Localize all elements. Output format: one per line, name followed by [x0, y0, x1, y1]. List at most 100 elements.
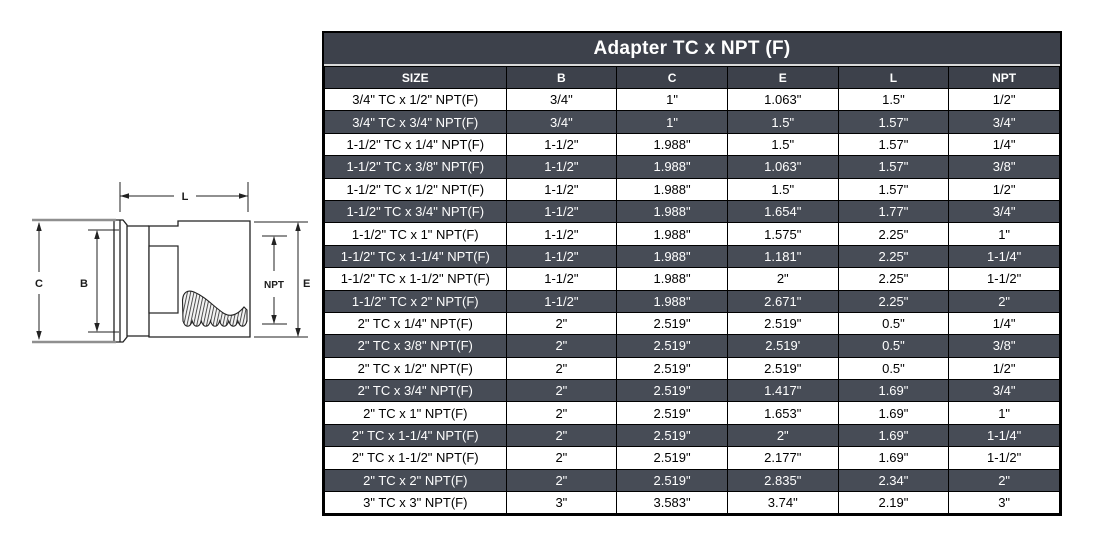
table-cell: 1.653" — [726, 401, 839, 425]
table-cell: 1.988" — [616, 244, 728, 269]
table-cell: 2" — [505, 446, 618, 470]
dim-label-NPT: NPT — [264, 280, 284, 291]
table-cell: 1.988" — [616, 199, 728, 224]
spec-table: SIZE B C E L NPT 3/4" TC x 1/2" NPT(F) 3/4" 1" 1… — [324, 66, 1060, 515]
column-header: C — [616, 66, 728, 89]
table-row: 1-1/2" TC x 1" NPT(F) 1-1/2" 1.988" 1.575" 2… — [324, 222, 1060, 246]
table-cell: 2" TC x 1/2" NPT(F) — [324, 356, 507, 381]
table-row: 2" TC x 1/4" NPT(F) 2" 2.519" 2.519" 0.5" 1/4… — [324, 311, 1060, 336]
table-cell: 1.57" — [837, 110, 950, 134]
table-cell: 2.25" — [837, 289, 950, 313]
table-cell: 2" TC x 3/4" NPT(F) — [324, 379, 507, 403]
table-cell: 2.34" — [837, 468, 950, 493]
column-header: L — [837, 66, 950, 89]
table-cell: 1" — [616, 87, 728, 112]
table-row: 2" TC x 1/2" NPT(F) 2" 2.519" 2.519" 0.5" 1/2… — [324, 356, 1060, 381]
table-cell: 1/2" — [948, 356, 1060, 381]
adapter-cross-section-drawing: L C B NPT — [32, 182, 310, 344]
table-cell: 2.671" — [726, 289, 839, 313]
table-row: 3/4" TC x 3/4" NPT(F) 3/4" 1" 1.5" 1.57" 3/4" — [324, 110, 1060, 134]
table-cell: 3/4" — [948, 110, 1060, 134]
column-header: B — [505, 66, 618, 89]
table-row: 1-1/2" TC x 1-1/2" NPT(F) 1-1/2" 1.988" 2" 2… — [324, 267, 1060, 291]
dim-label-C: C — [35, 278, 43, 290]
table-cell: 1" — [948, 222, 1060, 246]
table-cell: 1.988" — [616, 177, 728, 201]
table-row: 2" TC x 2" NPT(F) 2" 2.519" 2.835" 2.34" 2" — [324, 468, 1060, 493]
table-cell: 1.988" — [616, 132, 728, 157]
table-cell: 1-1/2" — [505, 155, 618, 179]
neck-lines — [127, 225, 149, 337]
table-cell: 3/4" TC x 3/4" NPT(F) — [324, 110, 507, 134]
table-cell: 1/2" — [948, 87, 1060, 112]
table-cell: 2.519" — [616, 423, 728, 448]
table-cell: 2" — [505, 334, 618, 358]
table-cell: 1-1/2" TC x 1-1/4" NPT(F) — [324, 244, 507, 269]
table-cell: 1.69" — [837, 379, 950, 403]
table-cell: 1.69" — [837, 446, 950, 470]
table-cell: 3/4" — [505, 110, 618, 134]
table-cell: 2" — [505, 401, 618, 425]
table-cell: 3/8" — [948, 155, 1060, 179]
table-cell: 1-1/2" TC x 3/4" NPT(F) — [324, 199, 507, 224]
dim-label-B: B — [80, 278, 88, 290]
table-cell: 1-1/2" — [505, 244, 618, 269]
table-cell: 1.063" — [726, 155, 839, 179]
table-cell: 3/4" — [948, 379, 1060, 403]
table-cell: 1-1/2" TC x 3/8" NPT(F) — [324, 155, 507, 179]
table-cell: 3" — [948, 491, 1060, 515]
table-cell: 3/4" — [948, 199, 1060, 224]
table-cell: 2.835" — [726, 468, 839, 493]
table-row: 1-1/2" TC x 3/8" NPT(F) 1-1/2" 1.988" 1.063… — [324, 155, 1060, 179]
table-cell: 1.988" — [616, 155, 728, 179]
table-cell: 1-1/2" TC x 1-1/2" NPT(F) — [324, 267, 507, 291]
socket-bore — [148, 245, 179, 314]
table-cell: 2.519" — [616, 446, 728, 470]
table-cell: 1.575" — [726, 222, 839, 246]
technical-drawing: L C B NPT — [10, 168, 320, 363]
table-cell: 2" TC x 1" NPT(F) — [324, 401, 507, 425]
table-cell: 1" — [948, 401, 1060, 425]
table-cell: 1-1/2" — [505, 289, 618, 313]
table-cell: 3" TC x 3" NPT(F) — [324, 491, 507, 515]
table-cell: 1-1/2" — [505, 199, 618, 224]
table-cell: 1.69" — [837, 423, 950, 448]
table-cell: 1.5" — [726, 110, 839, 134]
table-cell: 2.19" — [837, 491, 950, 515]
table-cell: 1/4" — [948, 311, 1060, 336]
table-cell: 1.57" — [837, 177, 950, 201]
table-cell: 2.519" — [726, 311, 839, 336]
table-cell: 1-1/4" — [948, 244, 1060, 269]
table-cell: 1.063" — [726, 87, 839, 112]
column-header: NPT — [948, 66, 1060, 89]
table-cell: 2.25" — [837, 267, 950, 291]
table-row: 2" TC x 3/4" NPT(F) 2" 2.519" 1.417" 1.69" 3/… — [324, 379, 1060, 403]
table-row: 2" TC x 3/8" NPT(F) 2" 2.519" 2.519' 0.5" 3/8… — [324, 334, 1060, 358]
table-cell: 2" — [948, 289, 1060, 313]
table-header-row: SIZE B C E L NPT — [324, 66, 1060, 89]
table-cell: 2" — [726, 423, 839, 448]
table-row: 2" TC x 1-1/4" NPT(F) 2" 2.519" 2" 1.69" 1-1/… — [324, 423, 1060, 448]
table-cell: 2" TC x 1-1/4" NPT(F) — [324, 423, 507, 448]
table-row: 2" TC x 1" NPT(F) 2" 2.519" 1.653" 1.69" 1" — [324, 401, 1060, 425]
table-cell: 1-1/4" — [948, 423, 1060, 448]
table-cell: 0.5" — [837, 311, 950, 336]
table-cell: 1.57" — [837, 132, 950, 157]
table-cell: 1-1/2" — [948, 446, 1060, 470]
table-cell: 3" — [505, 491, 618, 515]
table-cell: 1/4" — [948, 132, 1060, 157]
table-cell: 2" TC x 1/4" NPT(F) — [324, 311, 507, 336]
table-cell: 1-1/2" — [505, 132, 618, 157]
table-title: Adapter TC x NPT (F) — [324, 33, 1060, 66]
table-cell: 2" — [505, 379, 618, 403]
table-cell: 1.988" — [616, 267, 728, 291]
table-cell: 3/4" TC x 1/2" NPT(F) — [324, 87, 507, 112]
dimension-NPT — [262, 235, 287, 325]
table-cell: 2" — [726, 267, 839, 291]
table-row: 3" TC x 3" NPT(F) 3" 3.583" 3.74" 2.19" 3" — [324, 491, 1060, 515]
table-cell: 2" — [505, 356, 618, 381]
table-cell: 1.181" — [726, 244, 839, 269]
dimension-C — [32, 218, 116, 344]
table-cell: 1" — [616, 110, 728, 134]
